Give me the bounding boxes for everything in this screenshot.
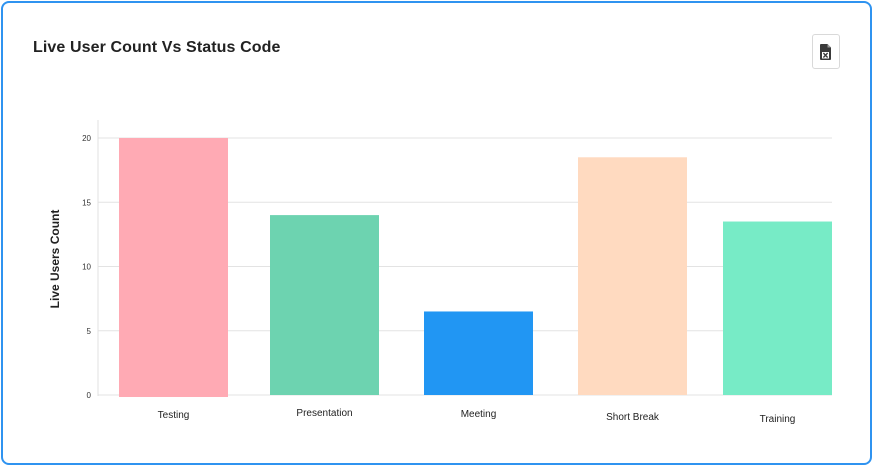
x-tick-label: Training (760, 414, 796, 425)
y-axis-label: Live Users Count (48, 210, 62, 309)
y-tick-labels: 0 5 10 15 20 (82, 134, 91, 400)
x-tick-label: Testing (158, 410, 190, 421)
x-tick-label: Presentation (296, 408, 352, 419)
bars (119, 138, 832, 397)
bar-meeting[interactable] (424, 311, 533, 395)
bar-presentation[interactable] (270, 215, 379, 395)
y-tick-label: 5 (87, 327, 92, 336)
y-tick-label: 15 (82, 198, 91, 207)
bar-testing[interactable] (119, 138, 228, 397)
excel-file-icon (820, 43, 832, 60)
x-tick-labels: Testing Presentation Meeting Short Break Tra… (158, 408, 796, 425)
y-tick-label: 0 (87, 391, 92, 400)
bar-training[interactable] (723, 221, 832, 395)
x-tick-label: Meeting (461, 409, 497, 420)
y-tick-label: 20 (82, 134, 91, 143)
chart-title: Live User Count Vs Status Code (33, 39, 281, 56)
x-tick-label: Short Break (606, 412, 660, 423)
export-excel-button[interactable] (812, 34, 840, 69)
y-tick-label: 10 (82, 263, 91, 272)
bar-short-break[interactable] (578, 157, 687, 395)
